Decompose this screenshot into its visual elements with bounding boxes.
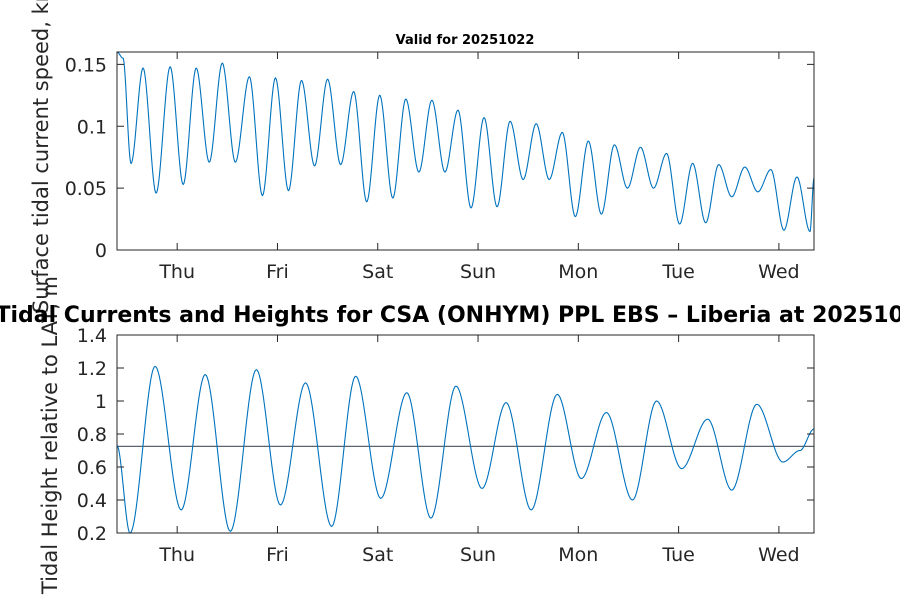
current-speed-chart: 0 0.05 0.1 0.15 Thu Fri Sat Sun Mon Tue Wed Valid f… xyxy=(29,0,815,313)
tidal-height-chart-title: Tidal Currents and Heights for CSA (ONHY… xyxy=(0,303,900,328)
current-speed-y-tick-label: 0.1 xyxy=(77,116,107,138)
tidal-height-x-tick-label: Sat xyxy=(362,544,393,566)
current-speed-chart-title: Valid for 20251022 xyxy=(396,33,535,48)
tidal-height-x-tick-label: Sun xyxy=(460,544,496,566)
current-speed-x-tick-label: Fri xyxy=(266,261,289,283)
tidal-height-chart: 0.2 0.4 0.6 0.8 1 1.2 1.4 Thu Fri Sat Sun Mon Tue Wed… xyxy=(0,276,900,595)
current-speed-plot-area xyxy=(117,52,814,250)
current-speed-x-tick-label: Tue xyxy=(661,261,694,283)
tidal-height-x-tick-label: Tue xyxy=(661,544,694,566)
current-speed-x-tick-label: Wed xyxy=(758,261,799,283)
current-speed-axes-box xyxy=(116,51,815,251)
current-speed-y-axis-label: Surface tidal current speed, kn xyxy=(29,0,53,313)
tidal-height-y-tick-label: 0.8 xyxy=(77,424,107,446)
tidal-height-y-tick-label: 0.4 xyxy=(77,490,107,512)
tidal-height-y-axis-label: Tidal Height relative to LAT, m xyxy=(38,276,62,595)
current-speed-y-tick-label: 0.15 xyxy=(65,54,107,76)
current-speed-x-tick-label: Thu xyxy=(158,261,195,283)
tidal-height-series-line xyxy=(117,365,814,533)
current-speed-x-tick-label: Mon xyxy=(558,261,598,283)
current-speed-x-tick-label: Sat xyxy=(362,261,393,283)
tidal-height-plot-area xyxy=(117,335,814,533)
current-speed-series-line xyxy=(117,52,814,233)
current-speed-x-tick-label: Sun xyxy=(460,261,496,283)
current-speed-y-tick-label: 0.05 xyxy=(65,178,107,200)
tidal-height-x-tick-label: Wed xyxy=(758,544,799,566)
tidal-height-y-tick-label: 1.4 xyxy=(77,325,107,347)
tidal-height-x-tick-label: Mon xyxy=(558,544,598,566)
current-speed-y-tick-label: 0 xyxy=(95,240,107,262)
tidal-height-x-tick-label: Fri xyxy=(266,544,289,566)
tidal-height-y-tick-label: 0.6 xyxy=(77,457,107,479)
tidal-height-x-tick-label: Thu xyxy=(158,544,195,566)
tidal-height-y-tick-label: 1 xyxy=(95,391,107,413)
tidal-height-y-tick-label: 0.2 xyxy=(77,523,107,545)
tidal-height-y-tick-label: 1.2 xyxy=(77,358,107,380)
